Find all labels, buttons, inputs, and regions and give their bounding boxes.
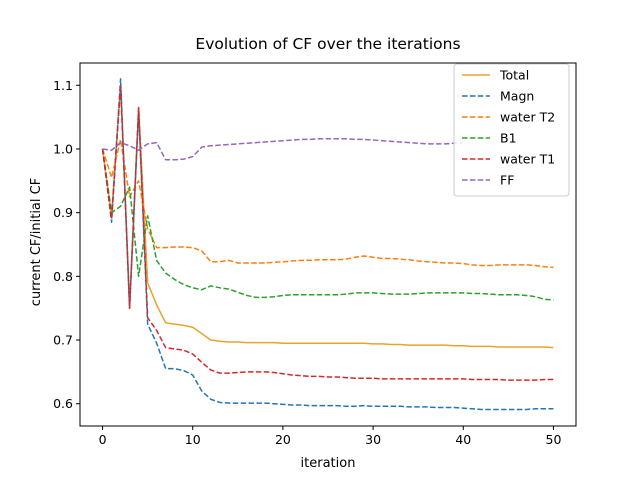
legend-label: water T2 [500,110,555,125]
y-axis: 0.6 0.7 0.8 0.9 1.0 1.1 [53,78,80,411]
legend-label: water T1 [500,152,555,167]
x-tick-label: 20 [275,432,291,447]
legend-label: Magn [500,89,534,104]
chart-title: Evolution of CF over the iterations [195,35,460,53]
x-tick-label: 30 [365,432,381,447]
x-axis: 0 10 20 30 40 50 [99,426,562,447]
legend-box [453,63,570,197]
plot-frame [79,62,577,427]
series-layer [101,78,554,411]
legend: Total Magn water T2 B1 water T1 FF [453,63,570,197]
legend-label: B1 [500,131,517,146]
y-tick-label: 1.0 [53,141,73,156]
x-tick-label: 10 [185,432,201,447]
y-axis-title: current CF/initial CF [29,178,44,306]
y-tick-label: 0.8 [53,269,73,284]
legend-label: FF [500,173,514,188]
y-tick-label: 1.1 [53,78,73,93]
y-tick-label: 0.6 [53,396,73,411]
series-line-ff [102,138,464,161]
series-line-magn [101,78,554,411]
x-tick-label: 50 [546,432,562,447]
series-line-water-t1 [101,84,554,381]
y-tick-label: 0.7 [53,333,73,348]
series-line-b1 [101,148,554,301]
series-line-total [101,84,554,349]
x-axis-title: iteration [301,456,356,471]
x-tick-label: 40 [455,432,471,447]
y-tick-label: 0.9 [53,205,73,220]
x-tick-label: 0 [99,432,107,447]
legend-label: Total [499,68,529,83]
